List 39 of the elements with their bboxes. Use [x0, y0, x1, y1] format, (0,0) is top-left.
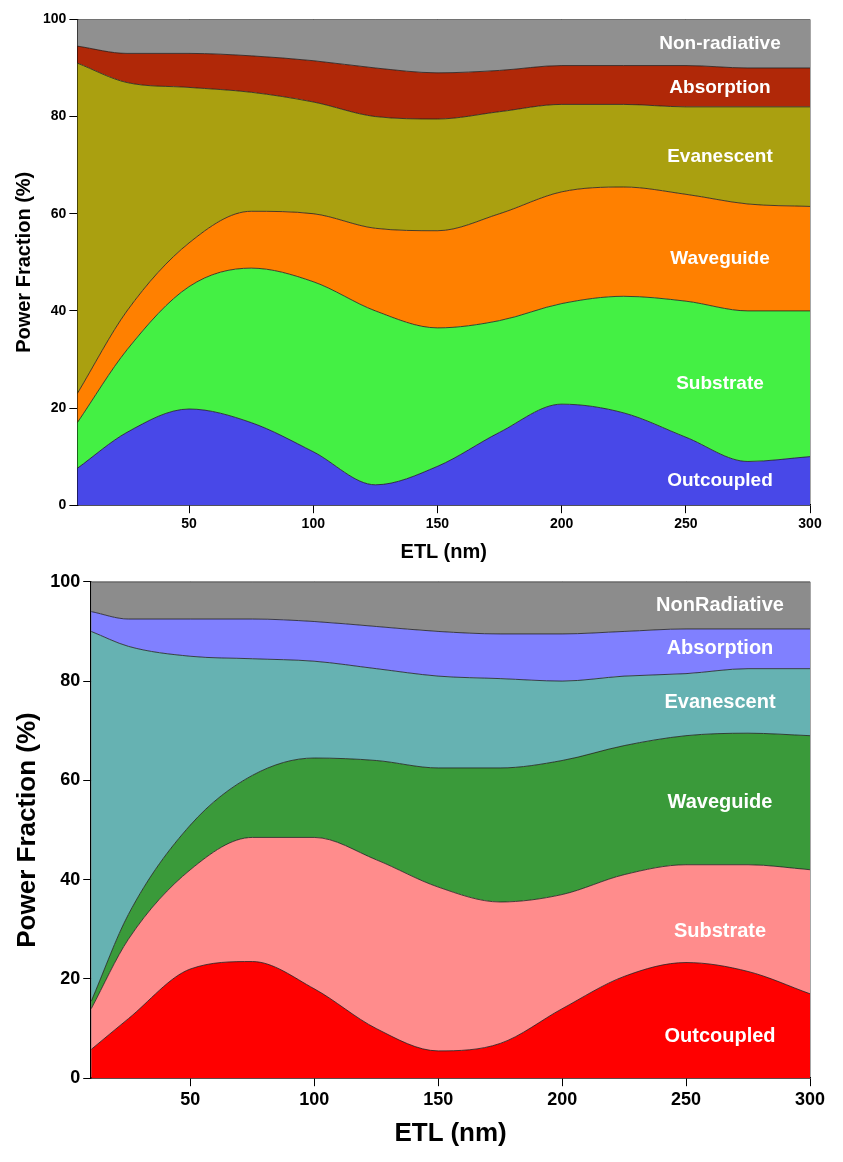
x-tick-label: 100 [299, 1088, 330, 1109]
y-tick-label: 0 [70, 1067, 81, 1088]
x-tick-label: 300 [798, 515, 822, 532]
x-tick-label: 200 [549, 515, 574, 532]
series-label: Evanescent [667, 144, 774, 166]
x-tick-label: 150 [425, 515, 450, 532]
series-label: Evanescent [664, 689, 776, 712]
series-label: Substrate [673, 919, 767, 942]
x-tick-label: 250 [674, 515, 698, 532]
series-label: Outcoupled [664, 1023, 776, 1046]
series-label: Waveguide [670, 246, 770, 268]
y-tick-label: 80 [60, 670, 81, 691]
series-label: Outcoupled [667, 469, 773, 491]
x-tick-label: 250 [671, 1088, 702, 1109]
y-tick-label: 40 [50, 301, 67, 318]
x-tick-label: 50 [180, 1088, 201, 1109]
y-axis-title: Power Fraction (%) [10, 712, 41, 948]
y-tick-label: 80 [50, 107, 67, 124]
y-tick-label: 20 [50, 398, 67, 415]
x-axis-title: ETL (nm) [400, 539, 487, 562]
series-label: Waveguide [667, 790, 773, 813]
series-label: Absorption [666, 636, 774, 659]
x-tick-label: 100 [301, 515, 326, 532]
x-tick-label: 300 [794, 1088, 826, 1109]
y-tick-label: 60 [50, 204, 67, 221]
y-tick-label: 60 [60, 769, 81, 790]
x-tick-label: 150 [423, 1088, 454, 1109]
y-tick-label: 100 [50, 570, 81, 591]
y-tick-label: 0 [58, 496, 67, 513]
y-tick-label: 40 [60, 868, 81, 889]
series-label: Absorption [669, 75, 771, 97]
y-tick-label: 20 [60, 967, 81, 988]
series-label: Substrate [676, 371, 764, 393]
x-axis-title: ETL (nm) [394, 1116, 507, 1147]
x-tick-label: 50 [181, 515, 198, 532]
y-tick-label: 100 [43, 10, 67, 27]
series-label: Non-radiative [659, 31, 781, 53]
x-tick-label: 200 [547, 1088, 578, 1109]
y-axis-title: Power Fraction (%) [11, 171, 34, 353]
